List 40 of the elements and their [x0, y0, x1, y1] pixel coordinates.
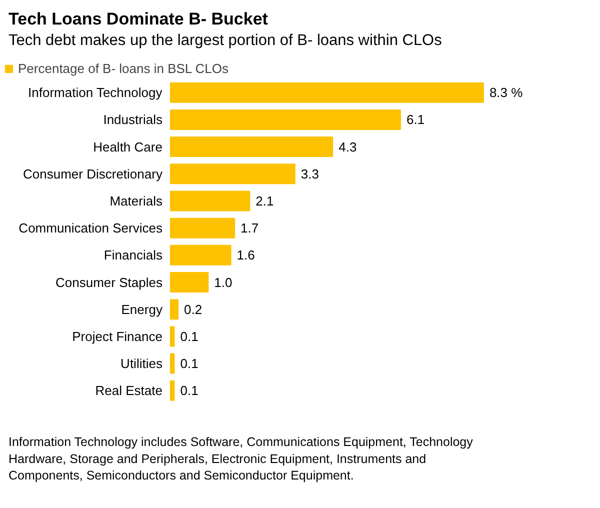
- bar: [170, 109, 401, 130]
- legend-label: Percentage of B- loans in BSL CLOs: [18, 61, 229, 76]
- data-label: 2.1: [256, 193, 274, 208]
- bar: [170, 326, 175, 347]
- data-label: 1.0: [214, 274, 232, 290]
- bar: [170, 299, 178, 320]
- bar: [170, 272, 209, 293]
- y-tick-label: Communication Services: [18, 220, 163, 236]
- text: Information Technology includes Software, Communications Equipment, Technology Hardware, Storage and Peripherals, Electronic Equipment, Instruments and Components, Semiconductors and Semiconductor Equipment.: [8, 435, 474, 483]
- y-tick-label: Consumer Discretionary: [23, 166, 163, 182]
- data-label: 1.6: [236, 248, 255, 263]
- bar: [170, 353, 175, 374]
- data-label: 6.1: [406, 112, 425, 128]
- bar: [170, 82, 484, 103]
- y-tick-label: Industrials: [103, 112, 163, 128]
- y-tick-label: Project Finance: [72, 328, 162, 344]
- bar: [170, 136, 334, 158]
- data-label: 0.1: [180, 328, 198, 344]
- bar: [170, 218, 236, 238]
- bar: [170, 244, 232, 266]
- y-tick-label: Utilities: [120, 356, 163, 372]
- y-tick-label: Consumer Staples: [56, 274, 163, 290]
- y-tick-label: Financials: [104, 248, 163, 263]
- bar: [170, 190, 250, 212]
- chart-title: Tech Loans Dominate B- Bucket: [8, 9, 268, 28]
- bar: [170, 164, 296, 184]
- y-tick-label: Materials: [110, 193, 163, 208]
- y-tick-label: Health Care: [93, 139, 162, 154]
- data-label: 0.1: [180, 356, 198, 372]
- data-label: 3.3: [300, 166, 319, 182]
- y-tick-label: Information Technology: [28, 85, 163, 100]
- data-label: 4.3: [338, 139, 357, 154]
- y-tick-label: Real Estate: [95, 383, 162, 398]
- data-label: 0.2: [184, 302, 202, 317]
- chart-subtitle: Tech debt makes up the largest portion of B- loans within CLOs: [8, 32, 442, 50]
- data-label: 0.1: [180, 383, 198, 398]
- y-tick-label: Energy: [121, 302, 163, 317]
- data-label: 8.3 %: [489, 85, 524, 100]
- data-label: 1.7: [240, 220, 259, 236]
- bar: [170, 380, 175, 401]
